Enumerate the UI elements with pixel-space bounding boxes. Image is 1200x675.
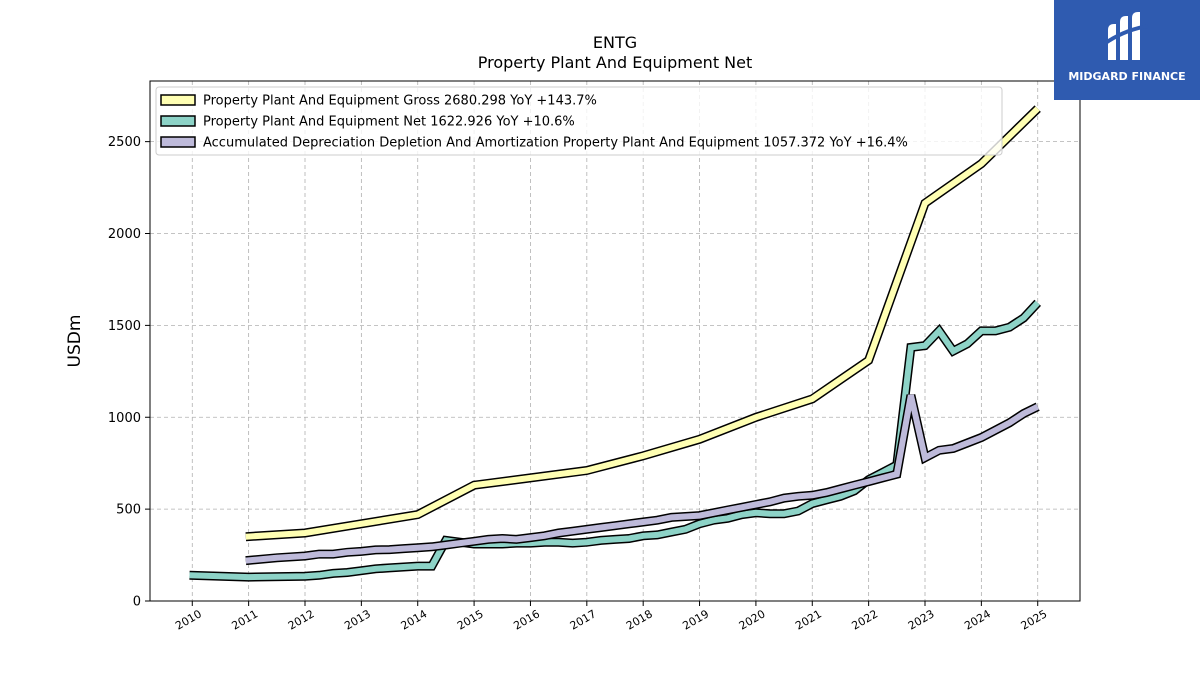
x-tick-label: 2014: [399, 607, 430, 632]
legend-label-1: Property Plant And Equipment Net 1622.92…: [203, 115, 575, 130]
legend-box: [155, 86, 1003, 156]
y-tick-label: 2500: [108, 135, 141, 150]
legend-label-0: Property Plant And Equipment Gross 2680.…: [203, 94, 597, 109]
x-tick-label: 2017: [568, 607, 599, 632]
series-line-0: [245, 106, 1040, 540]
y-axis: 0 500 1000 1500 2000 2500: [108, 135, 150, 610]
x-tick-label: 2021: [793, 607, 824, 632]
y-tick-label: 1000: [108, 411, 141, 426]
series-line-1: [189, 300, 1040, 581]
legend-swatch-1: [160, 115, 196, 127]
x-tick-label: 2019: [680, 607, 711, 632]
y-tick-label: 1500: [108, 319, 141, 334]
logo-text: MIDGARD FINANCE: [1068, 70, 1186, 83]
x-tick-label: 2016: [511, 607, 542, 632]
y-axis-label: USDm: [65, 315, 85, 368]
logo-mark-icon: [1102, 12, 1149, 60]
series-outline-1: [189, 299, 1041, 582]
series-outline-0: [245, 105, 1041, 542]
legend-swatch-0: [160, 94, 196, 106]
logo: MIDGARD FINANCE: [1054, 0, 1200, 100]
x-tick-label: 2022: [850, 607, 881, 632]
x-tick-label: 2024: [962, 607, 993, 632]
x-tick-label: 2012: [286, 607, 317, 632]
x-tick-label: 2025: [1019, 607, 1050, 632]
legend-swatch-2: [160, 136, 196, 148]
x-tick-label: 2013: [342, 607, 373, 632]
x-tick-label: 2020: [737, 607, 768, 632]
x-tick-label: 2011: [230, 607, 261, 632]
series-line-2: [245, 394, 1040, 564]
chart-title: ENTG: [593, 33, 637, 52]
y-tick-label: 0: [133, 595, 141, 610]
x-tick-label: 2023: [906, 607, 937, 632]
x-axis: 2010 2011 2012 2013 2014 2015 2016 2017 2018 2019…: [173, 601, 1049, 633]
y-tick-label: 2000: [108, 227, 141, 242]
x-tick-label: 2010: [173, 607, 204, 632]
chart-subtitle: Property Plant And Equipment Net: [478, 53, 753, 72]
x-tick-label: 2015: [455, 607, 486, 632]
plot-frame: [149, 80, 1081, 602]
legend: Property Plant And Equipment Gross 2680.…: [155, 86, 1003, 156]
legend-label-2: Accumulated Depreciation Depletion And A…: [203, 136, 908, 151]
y-tick-label: 500: [116, 503, 141, 518]
x-tick-label: 2018: [624, 607, 655, 632]
series-layer: [189, 105, 1041, 582]
